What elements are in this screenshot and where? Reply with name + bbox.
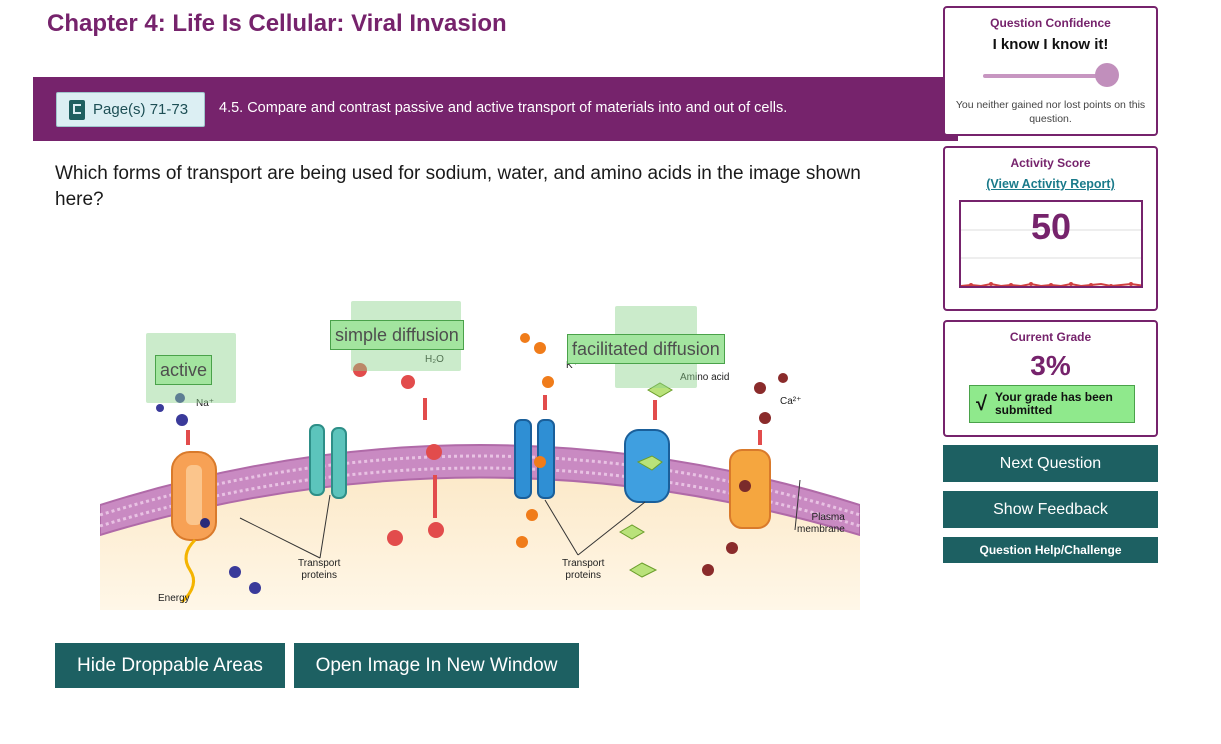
drop-label-facilitated-diffusion[interactable]: facilitated diffusion: [567, 334, 725, 364]
ebook-icon: [69, 99, 85, 120]
transport-word-2: Transport: [562, 558, 605, 569]
activity-score-panel: Activity Score (View Activity Report) 50: [943, 146, 1158, 311]
grade-title: Current Grade: [1009, 330, 1092, 344]
grade-value: 3%: [1030, 350, 1071, 381]
page-range-label: Page(s) 71-73: [93, 101, 189, 118]
activity-score-chart: 50: [959, 200, 1143, 288]
checkmark-icon: √: [976, 392, 987, 415]
confidence-title: Question Confidence: [990, 16, 1111, 30]
potassium-label: K⁺: [566, 360, 578, 371]
activity-score-value: 50: [1030, 206, 1072, 247]
submitted-text: Your grade has been submitted: [994, 390, 1113, 417]
proteins-word-1: proteins: [301, 570, 337, 581]
confidence-slider-thumb[interactable]: [1095, 63, 1119, 87]
transport-word-1: Transport: [298, 558, 341, 569]
plasma-word: Plasma: [811, 512, 845, 523]
confidence-slider-track[interactable]: [983, 74, 1105, 78]
membrane-word: membrane: [797, 524, 845, 535]
score-sparkline: [961, 229, 1141, 286]
drop-label-active[interactable]: active: [155, 355, 213, 385]
next-question-button[interactable]: Next Question: [943, 445, 1158, 482]
calcium-label: Ca²⁺: [780, 396, 802, 407]
plasma-membrane-label: Plasma membrane: [797, 512, 845, 536]
confidence-value: I know I know it!: [992, 36, 1109, 53]
hide-droppable-areas-button[interactable]: Hide Droppable Areas: [55, 643, 285, 688]
chapter-title: Chapter 4: Life Is Cellular: Viral Invas…: [47, 10, 507, 37]
grade-submitted-badge: √ Your grade has been submitted: [969, 385, 1135, 423]
learning-objective-bar: Page(s) 71-73 4.5. Compare and contrast …: [33, 77, 958, 141]
question-confidence-panel: Question Confidence I know I know it! Yo…: [943, 6, 1158, 136]
proteins-word-2: proteins: [565, 570, 601, 581]
confidence-note: You neither gained nor lost points on th…: [955, 99, 1146, 125]
water-label: H₂O: [425, 354, 444, 365]
activity-title: Activity Score: [1010, 156, 1091, 170]
energy-label: Energy: [158, 593, 190, 604]
transport-proteins-label-1: Transport proteins: [298, 558, 340, 582]
question-text: Which forms of transport are being used …: [55, 163, 861, 210]
transport-proteins-label-2: Transport proteins: [562, 558, 604, 582]
membrane-diagram: [100, 333, 860, 610]
view-activity-report-link[interactable]: (View Activity Report): [986, 177, 1115, 191]
textbook-pages-button[interactable]: Page(s) 71-73: [56, 92, 206, 127]
question-help-button[interactable]: Question Help/Challenge: [943, 537, 1158, 563]
amino-acid-label: Amino acid: [680, 372, 730, 383]
sodium-label: Na⁺: [196, 398, 215, 409]
open-image-button[interactable]: Open Image In New Window: [294, 643, 579, 688]
objective-text: 4.5. Compare and contrast passive and ac…: [219, 100, 788, 116]
membrane-transport-figure: Na⁺ H₂O K⁺ Amino acid Ca²⁺ Transport prot…: [100, 290, 860, 610]
show-feedback-button[interactable]: Show Feedback: [943, 491, 1158, 528]
drop-label-simple-diffusion[interactable]: simple diffusion: [330, 320, 464, 350]
current-grade-panel: Current Grade 3% √ Your grade has been s…: [943, 320, 1158, 437]
